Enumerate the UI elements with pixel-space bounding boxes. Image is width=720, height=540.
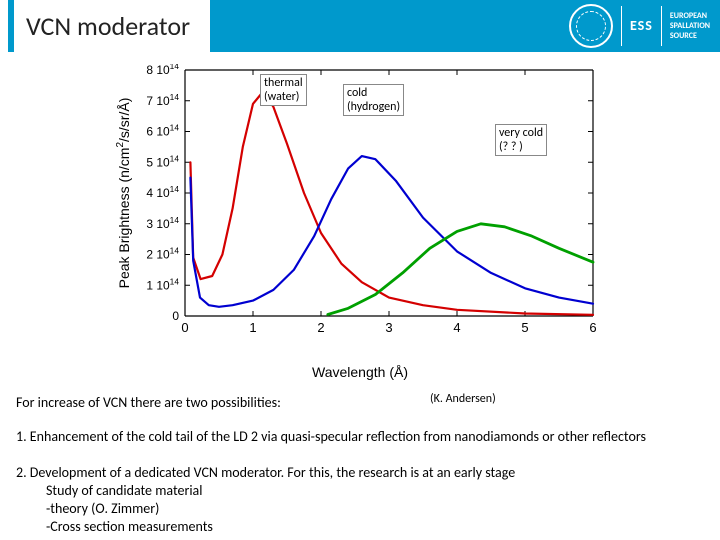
sub-a: Study of candidate material [46,482,202,500]
svg-text:2: 2 [317,320,324,335]
page-title: VCN moderator [14,0,210,52]
svg-text:3 1014: 3 1014 [146,215,179,231]
sub-c: -Cross section measurements [46,518,213,536]
bullet-2: 2. Development of a dedicated VCN modera… [16,464,704,482]
series-label-verycold: very cold(? ? ) [495,124,547,156]
svg-text:2 1014: 2 1014 [146,246,179,262]
svg-text:0: 0 [181,320,188,335]
svg-text:0: 0 [172,309,179,323]
svg-text:6: 6 [589,320,596,335]
logo-divider-2 [661,6,662,46]
bullet-1: 1. Enhancement of the cold tail of the L… [16,428,704,446]
svg-text:3: 3 [385,320,392,335]
sub-b: -theory (O. Zimmer) [46,500,159,518]
org-full-name: EUROPEAN SPALLATION SOURCE [670,11,710,41]
svg-text:Peak Brightness (n/cm2/s/sr/Å): Peak Brightness (n/cm2/s/sr/Å) [115,98,132,289]
svg-text:4: 4 [453,320,460,335]
org-name: ESS [630,21,653,31]
attribution-text: (K. Andersen) [430,392,496,406]
svg-text:1: 1 [249,320,256,335]
series-label-thermal: thermal(water) [260,74,307,106]
brightness-chart: 0 1 2 3 4 5 6 0 1 1014 2 1014 3 1014 4 1014 5 1014 6 … [115,64,605,354]
svg-text:5: 5 [521,320,528,335]
svg-text:6 1014: 6 1014 [146,123,179,139]
header-left-gap [0,0,8,52]
intro-text: For increase of VCN there are two possib… [16,394,281,412]
org-logo-block: ESS EUROPEAN SPALLATION SOURCE [569,4,710,48]
org-abbrev: ESS [630,21,653,31]
logo-divider [621,6,622,46]
svg-text:8 1014: 8 1014 [146,64,179,77]
svg-text:5 1014: 5 1014 [146,153,179,169]
ess-logo-icon [569,4,613,48]
svg-text:7 1014: 7 1014 [146,92,179,108]
x-axis-label: Wavelength (Å) [115,364,605,380]
series-label-cold: cold(hydrogen) [343,84,404,116]
svg-text:1 1014: 1 1014 [146,276,179,292]
svg-text:4 1014: 4 1014 [146,184,179,200]
header-bar: VCN moderator ESS EUROPEAN SPALLATION SO… [0,0,720,52]
